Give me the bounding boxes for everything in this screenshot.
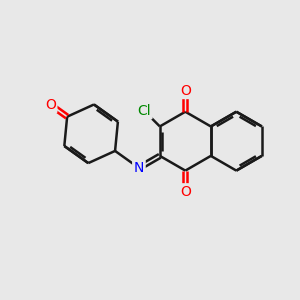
Text: Cl: Cl: [137, 104, 151, 118]
Text: O: O: [180, 83, 191, 98]
Text: O: O: [180, 185, 191, 199]
Text: N: N: [134, 161, 144, 175]
Text: O: O: [45, 98, 56, 112]
